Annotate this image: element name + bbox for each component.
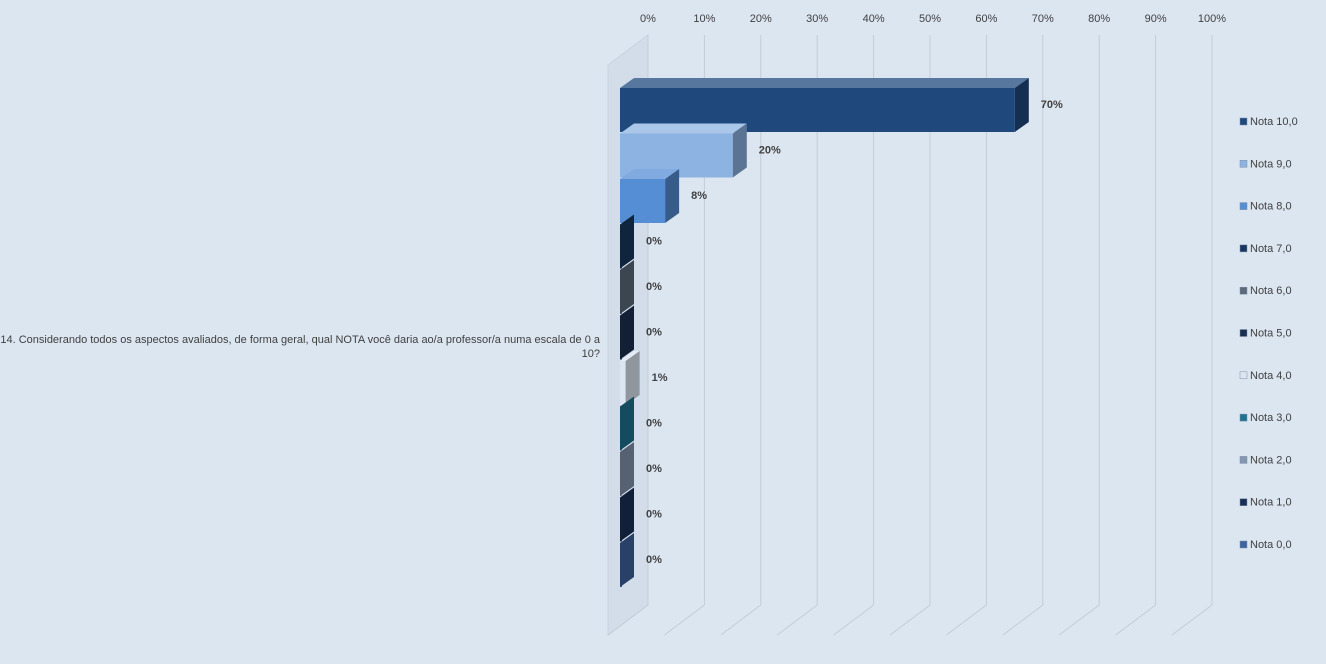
bar-top bbox=[620, 169, 680, 179]
legend-swatch bbox=[1239, 498, 1248, 506]
data-label: 0% bbox=[646, 281, 662, 293]
x-tick-label: 60% bbox=[975, 13, 997, 25]
legend-label: Nota 0,0 bbox=[1250, 539, 1292, 551]
legend-swatch bbox=[1239, 286, 1248, 295]
bar-side bbox=[620, 487, 634, 542]
legend-label: Nota 10,0 bbox=[1250, 116, 1298, 128]
legend-label: Nota 9,0 bbox=[1250, 158, 1292, 170]
bar-side bbox=[620, 533, 634, 587]
bar-side bbox=[625, 351, 640, 405]
bar-top bbox=[620, 123, 747, 134]
x-tick-label: 10% bbox=[693, 13, 715, 25]
legend-item-5: Nota 6,0 bbox=[1239, 285, 1292, 297]
legend-swatch bbox=[1239, 117, 1248, 126]
bar-front bbox=[620, 179, 666, 223]
floor-gridline bbox=[833, 604, 874, 636]
bar-side bbox=[732, 123, 747, 178]
legend-item-9: Nota 2,0 bbox=[1239, 454, 1292, 466]
floor-gridline bbox=[776, 604, 818, 636]
data-label: 0% bbox=[646, 327, 662, 339]
legend-item-7: Nota 4,0 bbox=[1239, 370, 1292, 382]
bar-side bbox=[1014, 78, 1029, 132]
floor-gridline bbox=[889, 604, 931, 636]
bar-3 bbox=[620, 169, 680, 223]
legend-swatch bbox=[1239, 244, 1248, 253]
x-tick-label: 90% bbox=[1145, 13, 1167, 25]
data-label: 0% bbox=[646, 554, 662, 566]
data-label: 8% bbox=[691, 190, 707, 202]
legend-item-10: Nota 1,0 bbox=[1239, 497, 1292, 509]
legend-item-1: Nota 10,0 bbox=[1239, 116, 1298, 128]
data-label: 0% bbox=[646, 418, 662, 430]
floor-gridline bbox=[664, 604, 705, 636]
data-label: 0% bbox=[646, 236, 662, 248]
legend-label: Nota 6,0 bbox=[1250, 285, 1292, 297]
legend-item-2: Nota 9,0 bbox=[1239, 158, 1292, 170]
legend-item-6: Nota 5,0 bbox=[1239, 328, 1292, 340]
bar-top bbox=[620, 78, 1029, 88]
floor-gridline bbox=[720, 604, 762, 636]
legend-swatch bbox=[1239, 413, 1248, 422]
x-tick-label: 20% bbox=[750, 13, 772, 25]
legend-label: Nota 5,0 bbox=[1250, 328, 1292, 340]
legend-label: Nota 8,0 bbox=[1250, 201, 1292, 213]
legend-item-4: Nota 7,0 bbox=[1239, 243, 1292, 255]
legend-item-3: Nota 8,0 bbox=[1239, 201, 1292, 213]
floor-gridline bbox=[1115, 604, 1156, 636]
x-tick-label: 70% bbox=[1032, 13, 1054, 25]
legend-swatch bbox=[1239, 329, 1248, 337]
legend-label: Nota 3,0 bbox=[1250, 412, 1292, 424]
data-label: 0% bbox=[646, 463, 662, 475]
bar-side bbox=[620, 442, 634, 496]
legend-label: Nota 4,0 bbox=[1250, 370, 1292, 382]
data-label: 20% bbox=[759, 145, 781, 157]
data-label: 0% bbox=[646, 509, 662, 521]
x-tick-label: 100% bbox=[1198, 13, 1226, 25]
legend-label: Nota 7,0 bbox=[1250, 243, 1292, 255]
legend-swatch bbox=[1239, 202, 1248, 210]
legend-label: Nota 2,0 bbox=[1250, 454, 1292, 466]
floor-gridline bbox=[1058, 604, 1100, 636]
legend-label: Nota 1,0 bbox=[1250, 497, 1292, 509]
bar-7 bbox=[620, 351, 640, 405]
bar-front bbox=[620, 361, 626, 405]
legend-swatch bbox=[1239, 540, 1248, 549]
floor-gridline bbox=[607, 604, 649, 636]
bar-8 bbox=[620, 396, 634, 451]
legend-swatch bbox=[1239, 160, 1248, 168]
x-tick-label: 50% bbox=[919, 13, 941, 25]
category-label: 14. Considerando todos os aspectos avali… bbox=[0, 334, 600, 360]
x-tick-label: 30% bbox=[806, 13, 828, 25]
floor-gridline bbox=[1002, 604, 1044, 636]
bar-side bbox=[665, 169, 680, 223]
bar-side bbox=[620, 396, 634, 451]
legend-item-11: Nota 0,0 bbox=[1239, 539, 1292, 551]
bar-top bbox=[620, 351, 640, 361]
x-tick-label: 40% bbox=[863, 13, 885, 25]
floor-gridline bbox=[946, 604, 987, 636]
bar-side bbox=[620, 305, 634, 360]
bar-side bbox=[620, 260, 634, 314]
bar-9 bbox=[620, 442, 634, 496]
data-label: 70% bbox=[1041, 99, 1063, 111]
bar-6 bbox=[620, 305, 634, 360]
floor-gridline bbox=[1171, 604, 1213, 636]
legend-swatch bbox=[1239, 456, 1248, 464]
bar-4 bbox=[620, 214, 634, 269]
bar-10 bbox=[620, 487, 634, 542]
data-label: 1% bbox=[652, 372, 668, 384]
bar-side bbox=[620, 214, 634, 269]
x-tick-label: 0% bbox=[640, 13, 656, 25]
x-tick-label: 80% bbox=[1088, 13, 1110, 25]
legend-swatch bbox=[1239, 371, 1248, 380]
bar-5 bbox=[620, 260, 634, 314]
bar-11 bbox=[620, 533, 634, 587]
legend-item-8: Nota 3,0 bbox=[1239, 412, 1292, 424]
